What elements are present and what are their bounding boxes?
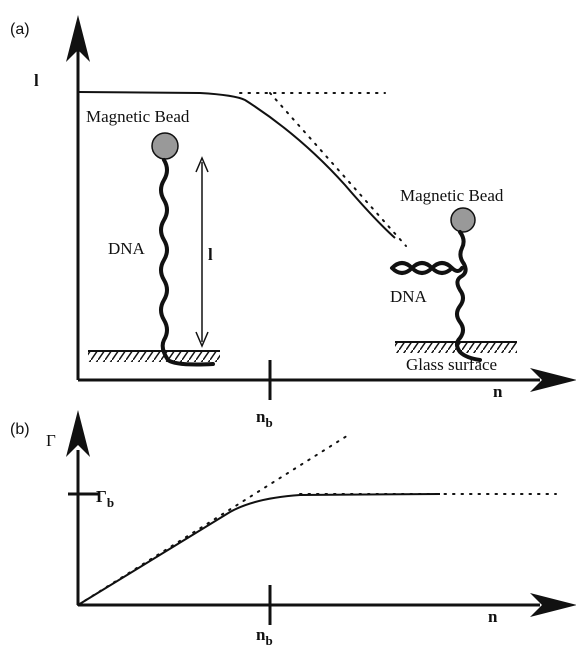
length-curve (77, 91, 396, 239)
x-tick-main: n (256, 407, 266, 426)
length-label: l (208, 245, 213, 264)
axes-a (66, 15, 576, 400)
x-axis-label: n (493, 382, 503, 401)
y-tick-sub: b (107, 495, 114, 510)
bead (151, 132, 179, 160)
y-axis-label: Γ (46, 431, 56, 450)
dna-stretched (159, 158, 215, 367)
y-tick-main: Γ (96, 487, 107, 506)
asymptote-dots (269, 92, 407, 247)
dna-supercoil (390, 261, 464, 275)
dna-label: DNA (108, 239, 146, 258)
dna-right (455, 230, 482, 362)
x-tick-sub: b (265, 633, 272, 645)
x-tick-sub: b (265, 415, 272, 430)
x-tick-label: nb (256, 407, 273, 430)
y-tick-label: Γb (96, 487, 114, 510)
surface (88, 352, 220, 362)
bead-label: Magnetic Bead (400, 186, 504, 205)
twist-curve (77, 493, 441, 606)
surface (395, 343, 517, 353)
y-axis-label: l (34, 71, 39, 90)
axes-b (66, 410, 576, 625)
x-tick-main: n (256, 625, 266, 644)
bead-label: Magnetic Bead (86, 107, 190, 126)
x-tick-label: nb (256, 625, 273, 645)
panel-label: (a) (10, 21, 30, 38)
dna-label: DNA (390, 287, 428, 306)
bead (450, 207, 476, 233)
panel-label: (b) (10, 421, 30, 438)
asymptote-dots (77, 433, 351, 606)
x-axis-label: n (488, 607, 498, 626)
surface-label: Glass surface (406, 355, 497, 374)
